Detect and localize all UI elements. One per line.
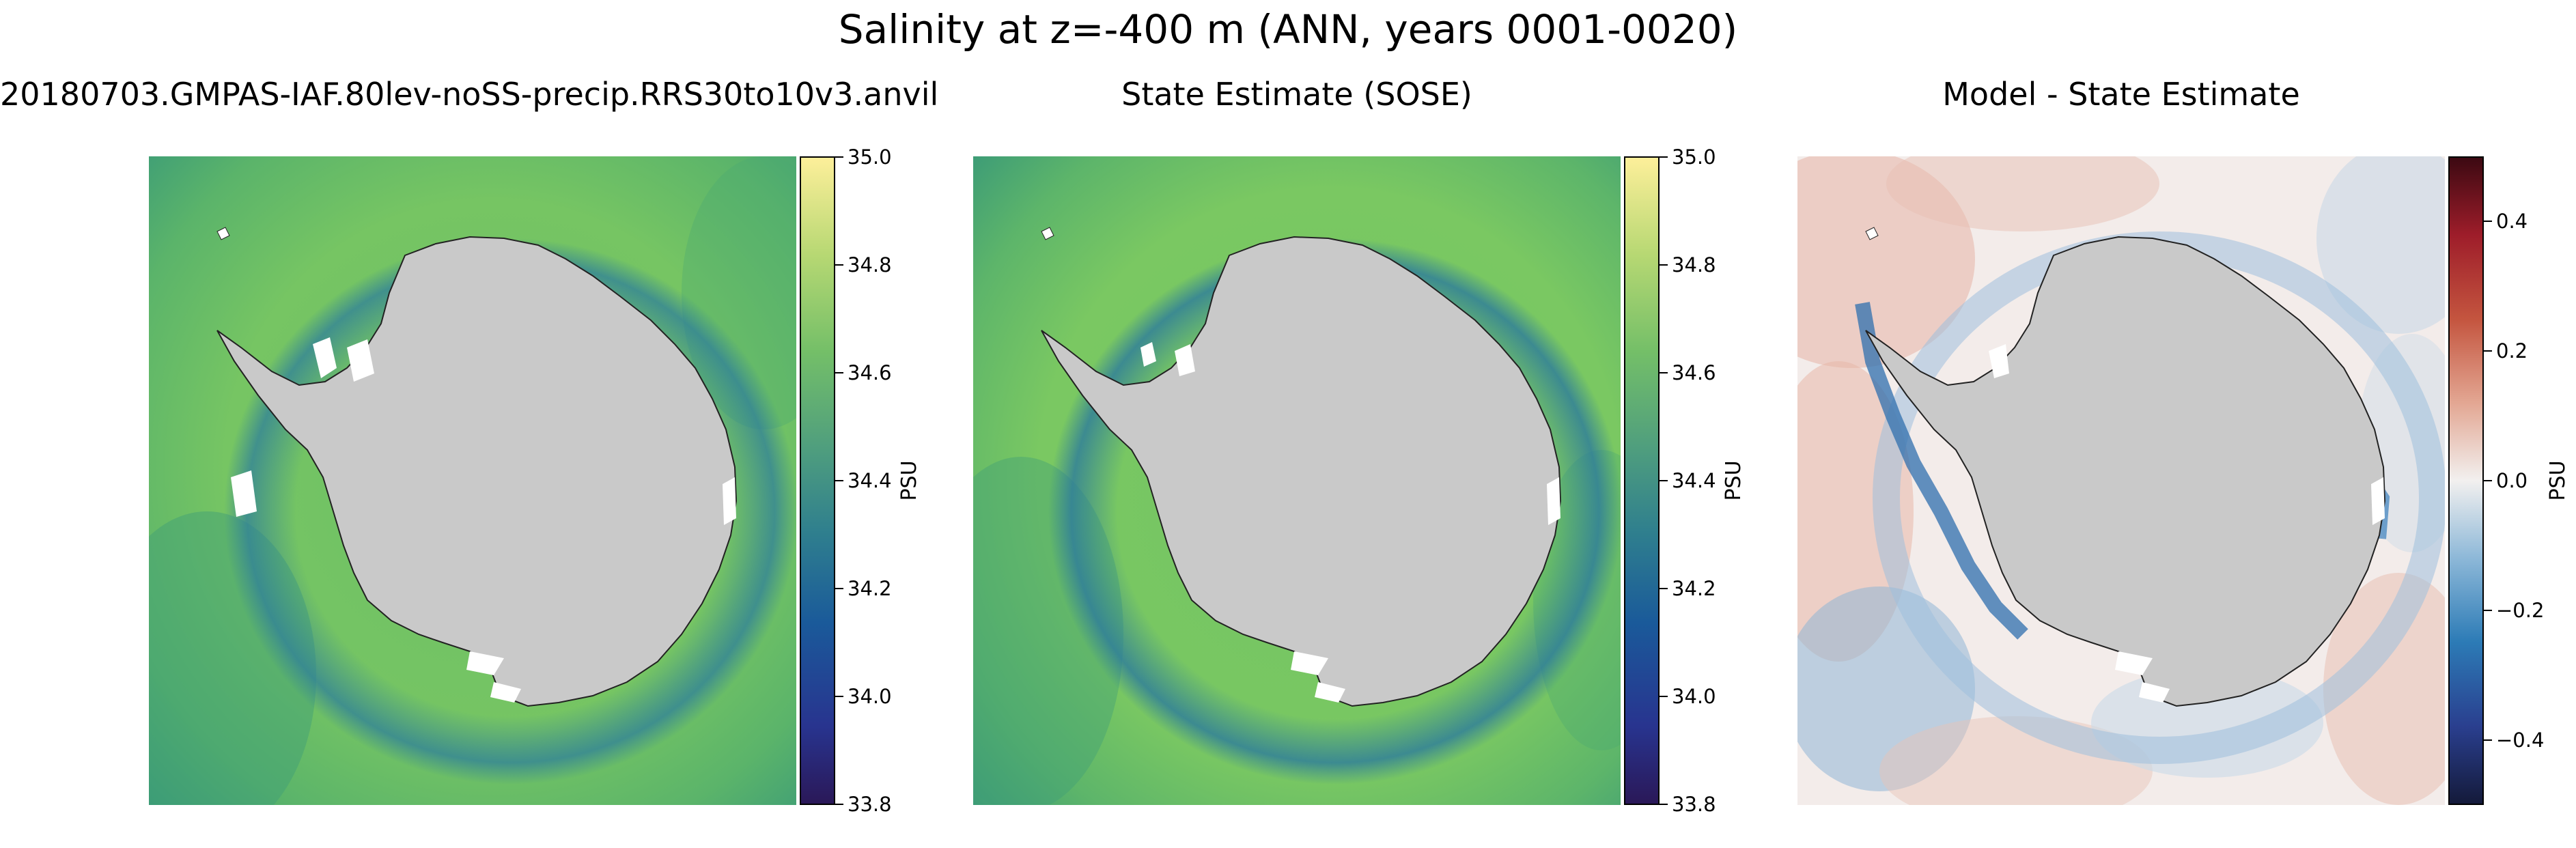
cbar-tick-label: 0.4: [2496, 210, 2528, 233]
cbar-tick: [835, 804, 843, 805]
colorbar-label: PSU: [2546, 460, 2570, 501]
cbar-tick: [1660, 372, 1668, 373]
cbar-tick-label: 34.0: [1672, 685, 1716, 708]
cbar-tick-label: 34.0: [848, 685, 892, 708]
cbar-tick-label: 34.8: [1672, 253, 1716, 277]
cbar-tick: [835, 480, 843, 481]
cbar-tick-label: 33.8: [848, 793, 892, 816]
salinity-map-model: [149, 156, 796, 805]
cbar-tick: [1660, 264, 1668, 266]
colorbar-model: [800, 156, 835, 805]
salinity-map-sose: [973, 156, 1621, 805]
cbar-tick: [835, 156, 843, 158]
panel-title-sose: State Estimate (SOSE): [1121, 76, 1472, 113]
colorbar-difference: [2448, 156, 2484, 805]
cbar-tick: [1660, 804, 1668, 805]
cbar-tick-label: 35.0: [848, 145, 892, 169]
cbar-tick-label: 34.4: [848, 469, 892, 492]
colorbar-label: PSU: [897, 460, 921, 501]
panel-title-difference: Model - State Estimate: [1942, 76, 2300, 113]
cbar-tick: [1660, 156, 1668, 158]
colorbar-sose: [1624, 156, 1660, 805]
cbar-tick: [1660, 480, 1668, 481]
cbar-tick: [835, 588, 843, 589]
cbar-tick: [2484, 221, 2492, 222]
salinity-map-difference: [1797, 156, 2445, 805]
cbar-tick: [2484, 610, 2492, 611]
cbar-tick-label: 33.8: [1672, 793, 1716, 816]
cbar-tick-label: 34.6: [1672, 361, 1716, 384]
figure-title: Salinity at z=-400 m (ANN, years 0001-00…: [838, 6, 1738, 53]
cbar-tick: [835, 372, 843, 373]
cbar-tick-label: 35.0: [1672, 145, 1716, 169]
cbar-tick: [2484, 350, 2492, 352]
cbar-tick: [835, 696, 843, 697]
cbar-tick-label: 34.8: [848, 253, 892, 277]
cbar-tick: [1660, 696, 1668, 697]
cbar-tick-label: 0.0: [2496, 469, 2528, 492]
cbar-tick-label: −0.4: [2496, 729, 2545, 752]
cbar-tick-label: −0.2: [2496, 599, 2545, 622]
cbar-tick-label: 34.2: [848, 577, 892, 600]
cbar-tick-label: 0.2: [2496, 339, 2528, 363]
cbar-tick-label: 34.4: [1672, 469, 1716, 492]
cbar-tick: [1660, 588, 1668, 589]
colorbar-label: PSU: [1722, 460, 1746, 501]
cbar-tick-label: 34.2: [1672, 577, 1716, 600]
cbar-tick: [2484, 480, 2492, 481]
panel-title-model: 20180703.GMPAS-IAF.80lev-noSS-precip.RRS…: [0, 76, 939, 113]
cbar-tick-label: 34.6: [848, 361, 892, 384]
cbar-tick: [835, 264, 843, 266]
cbar-tick: [2484, 739, 2492, 741]
